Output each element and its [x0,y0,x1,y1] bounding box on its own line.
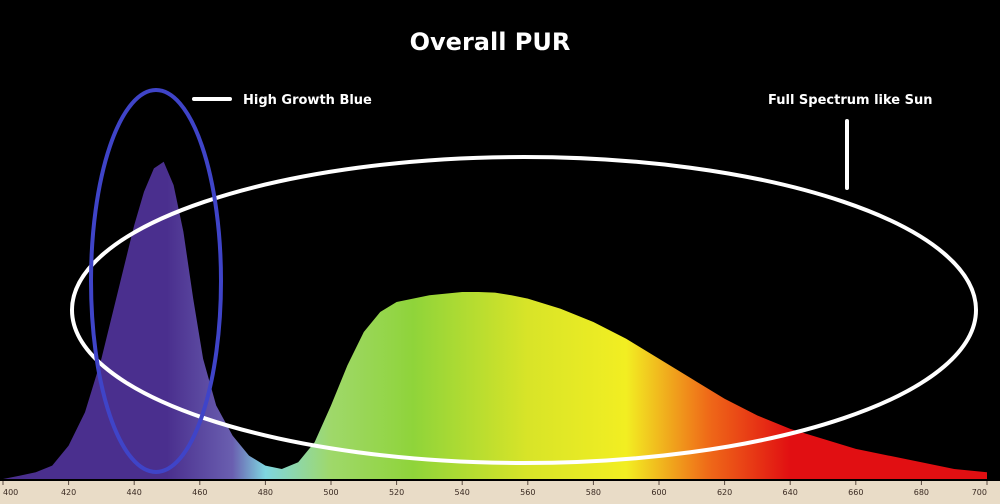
x-tick-label-10: 600 [651,488,666,497]
x-tick-label-7: 540 [455,488,470,497]
full-label: Full Spectrum like Sun [768,93,933,108]
x-tick-label-6: 520 [389,488,404,497]
x-tick-label-12: 640 [783,488,798,497]
spectrum-area-series-0 [3,161,987,479]
blue-label: High Growth Blue [243,93,372,108]
x-tick-label-0: 400 [3,488,18,497]
x-tick-label-11: 620 [717,488,732,497]
high-growth-blue-ellipse [89,88,223,474]
x-tick-label-9: 580 [586,488,601,497]
x-tick-label-2: 440 [127,488,142,497]
x-tick-layer: 400 420 440 460 480 500 520 540 560 580 600 620 640 6… [2,481,988,497]
x-tick-label-14: 680 [914,488,929,497]
axis-strip [0,481,1000,504]
chart-title: Overall PUR [410,28,571,56]
x-tick-label-4: 480 [258,488,273,497]
x-tick-label-3: 460 [192,488,207,497]
full-spectrum-ellipse [70,155,978,465]
spectrum-area-layer [3,161,987,479]
x-tick-label-15: 700 [972,488,987,497]
x-tick-label-1: 420 [61,488,76,497]
x-tick-label-8: 560 [520,488,535,497]
x-tick-label-5: 500 [323,488,338,497]
x-tick-label-13: 660 [848,488,863,497]
